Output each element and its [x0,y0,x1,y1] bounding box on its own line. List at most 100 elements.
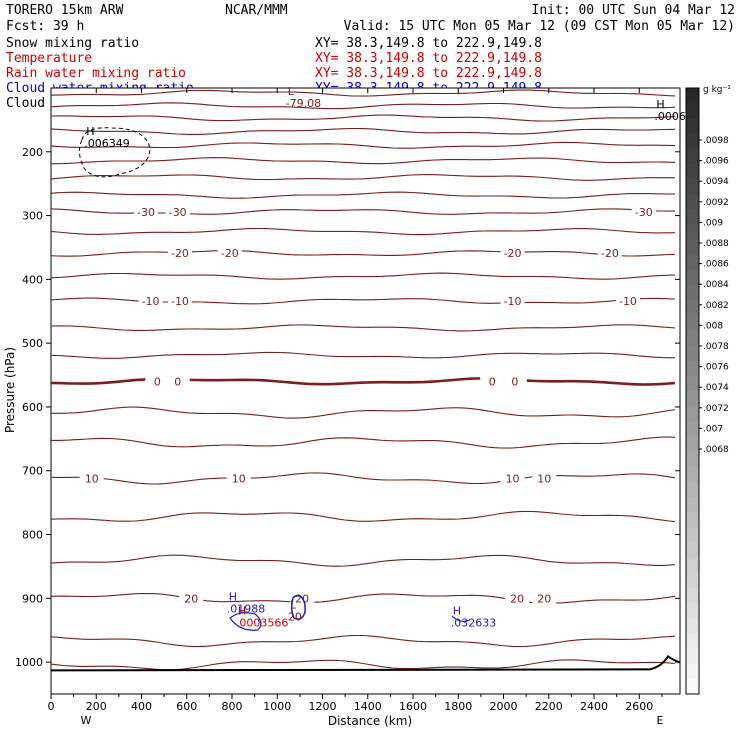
colorbar-segment [686,209,699,225]
temperature-contour [50,89,676,97]
colorbar-label: .0072 [703,404,729,414]
contour-label-bg [167,294,192,308]
x-tick-label: 200 [86,700,107,713]
field-xy-1: XY= 38.3,149.8 to 222.9,149.8 [315,51,542,66]
extremum-kind: L [290,598,297,611]
colorbar-segment [686,254,699,271]
contour-label: 0 [174,375,181,388]
colorbar-segment [686,345,699,362]
extremum-value: .01988 [227,603,266,616]
snow-contours [78,127,151,178]
contour-label: -20 [221,247,239,260]
colorbar-segment [686,163,699,180]
cloud-water-contour [229,612,262,631]
colorbar-segment [686,178,699,195]
temperature-contour [50,510,676,523]
contour-label: 0 [154,375,161,388]
colorbar-segment [686,678,699,695]
valid-time: Valid: 15 UTC Mon 05 Mar 12 (09 CST Mon … [344,19,735,34]
extrema-labels: H.006349H.00067L-79.08H.01988H.0003566H.… [84,85,693,630]
extremum-value: .00067 [654,110,693,123]
x-tick-label: 1800 [444,700,472,713]
colorbar-segment [686,542,699,559]
model-title: TORERO 15km ARW [6,3,124,18]
contour-label-bg [138,294,163,308]
extremum-value: -79.08 [286,97,321,110]
field-xy-0: XY= 38.3,149.8 to 222.9,149.8 [315,36,542,51]
colorbar-label: .007 [703,424,723,434]
contour-label: -30 [137,206,155,219]
init-time: Init: 00 UTC Sun 04 Mar 12 [532,3,736,18]
contour-label-bg [500,246,525,260]
colorbar-segment [686,315,699,331]
contour-label-bg [226,471,251,485]
contour-label: 20 [510,592,524,605]
colorbar-segment [686,466,699,483]
extremum-kind: H [656,98,664,111]
colorbar-segment [686,633,699,650]
contour-label: 10 [85,472,99,485]
colorbar-label: .0098 [703,136,729,146]
colorbar-label: .0076 [703,363,729,373]
temperature-contour [50,554,676,567]
contour-label-bg [217,246,242,260]
colorbar-segment [686,133,699,150]
extremum-value: .006349 [84,137,130,150]
temperature-contour [50,127,676,135]
field-xy-2: XY= 38.3,149.8 to 222.9,149.8 [315,66,542,81]
y-tick-label: 900 [22,592,43,605]
colorbar-segment [686,527,699,543]
cloud-water-contour [290,595,306,620]
contour-label: -10 [142,295,160,308]
y-tick-label: 400 [22,273,43,286]
contour-label-bg [134,204,159,218]
colorbar-label: .0096 [703,157,729,167]
colorbar-label: .0086 [703,260,729,270]
contour-label-bg [500,471,525,485]
colorbar-frame [685,87,700,695]
contour-label: 0 [511,375,518,388]
y-tick-label: 300 [22,210,43,223]
x-tick-label: 2000 [490,700,518,713]
colorbar-segment [686,148,699,165]
y-tick-label: 500 [22,337,43,350]
colorbar-label: .0092 [703,198,729,208]
colorbar-segment [686,360,699,377]
colorbar-segment [686,88,699,104]
colorbar-segment [686,118,699,134]
colorbar-segment [686,663,699,680]
contour-label-bg [165,374,190,388]
colorbar-segment [686,648,699,665]
cloud-water-contour [451,615,471,622]
colorbar-label: .008 [703,321,723,331]
y-tick-label: 1000 [15,656,43,669]
header: TORERO 15km ARW NCAR/MMM Init: 00 UTC Su… [6,3,735,34]
colorbar-segment [686,587,699,604]
temperature-contour [51,406,676,419]
colorbar-unit: g kg⁻¹ [703,85,731,95]
contour-label-bg [505,591,530,605]
x-tick-label: 2600 [625,700,653,713]
colorbar-segment [686,300,699,316]
x-tick-label: 2400 [580,700,608,713]
field-name-0: Snow mixing ratio [6,36,139,51]
contour-label: -10 [504,295,522,308]
contour-label-bg [615,294,640,308]
field-name-2: Rain water mixing ratio [6,66,186,81]
y-axis-label: Pressure (hPa) [3,347,17,433]
colorbar-label: .0068 [703,445,729,455]
contour-label-bg [500,294,525,308]
temperature-contour [50,227,676,236]
contour-label-bg [79,471,104,485]
colorbar-label: .0078 [703,342,729,352]
contour-label: 10 [506,472,520,485]
terrain-surface [50,654,681,672]
temperature-contour [50,174,676,181]
x-tick-label: 600 [176,700,197,713]
temperature-contour [50,634,676,648]
x-tick-label: 800 [222,700,243,713]
colorbar-segment [686,103,699,119]
contour-label: -30 [169,206,187,219]
